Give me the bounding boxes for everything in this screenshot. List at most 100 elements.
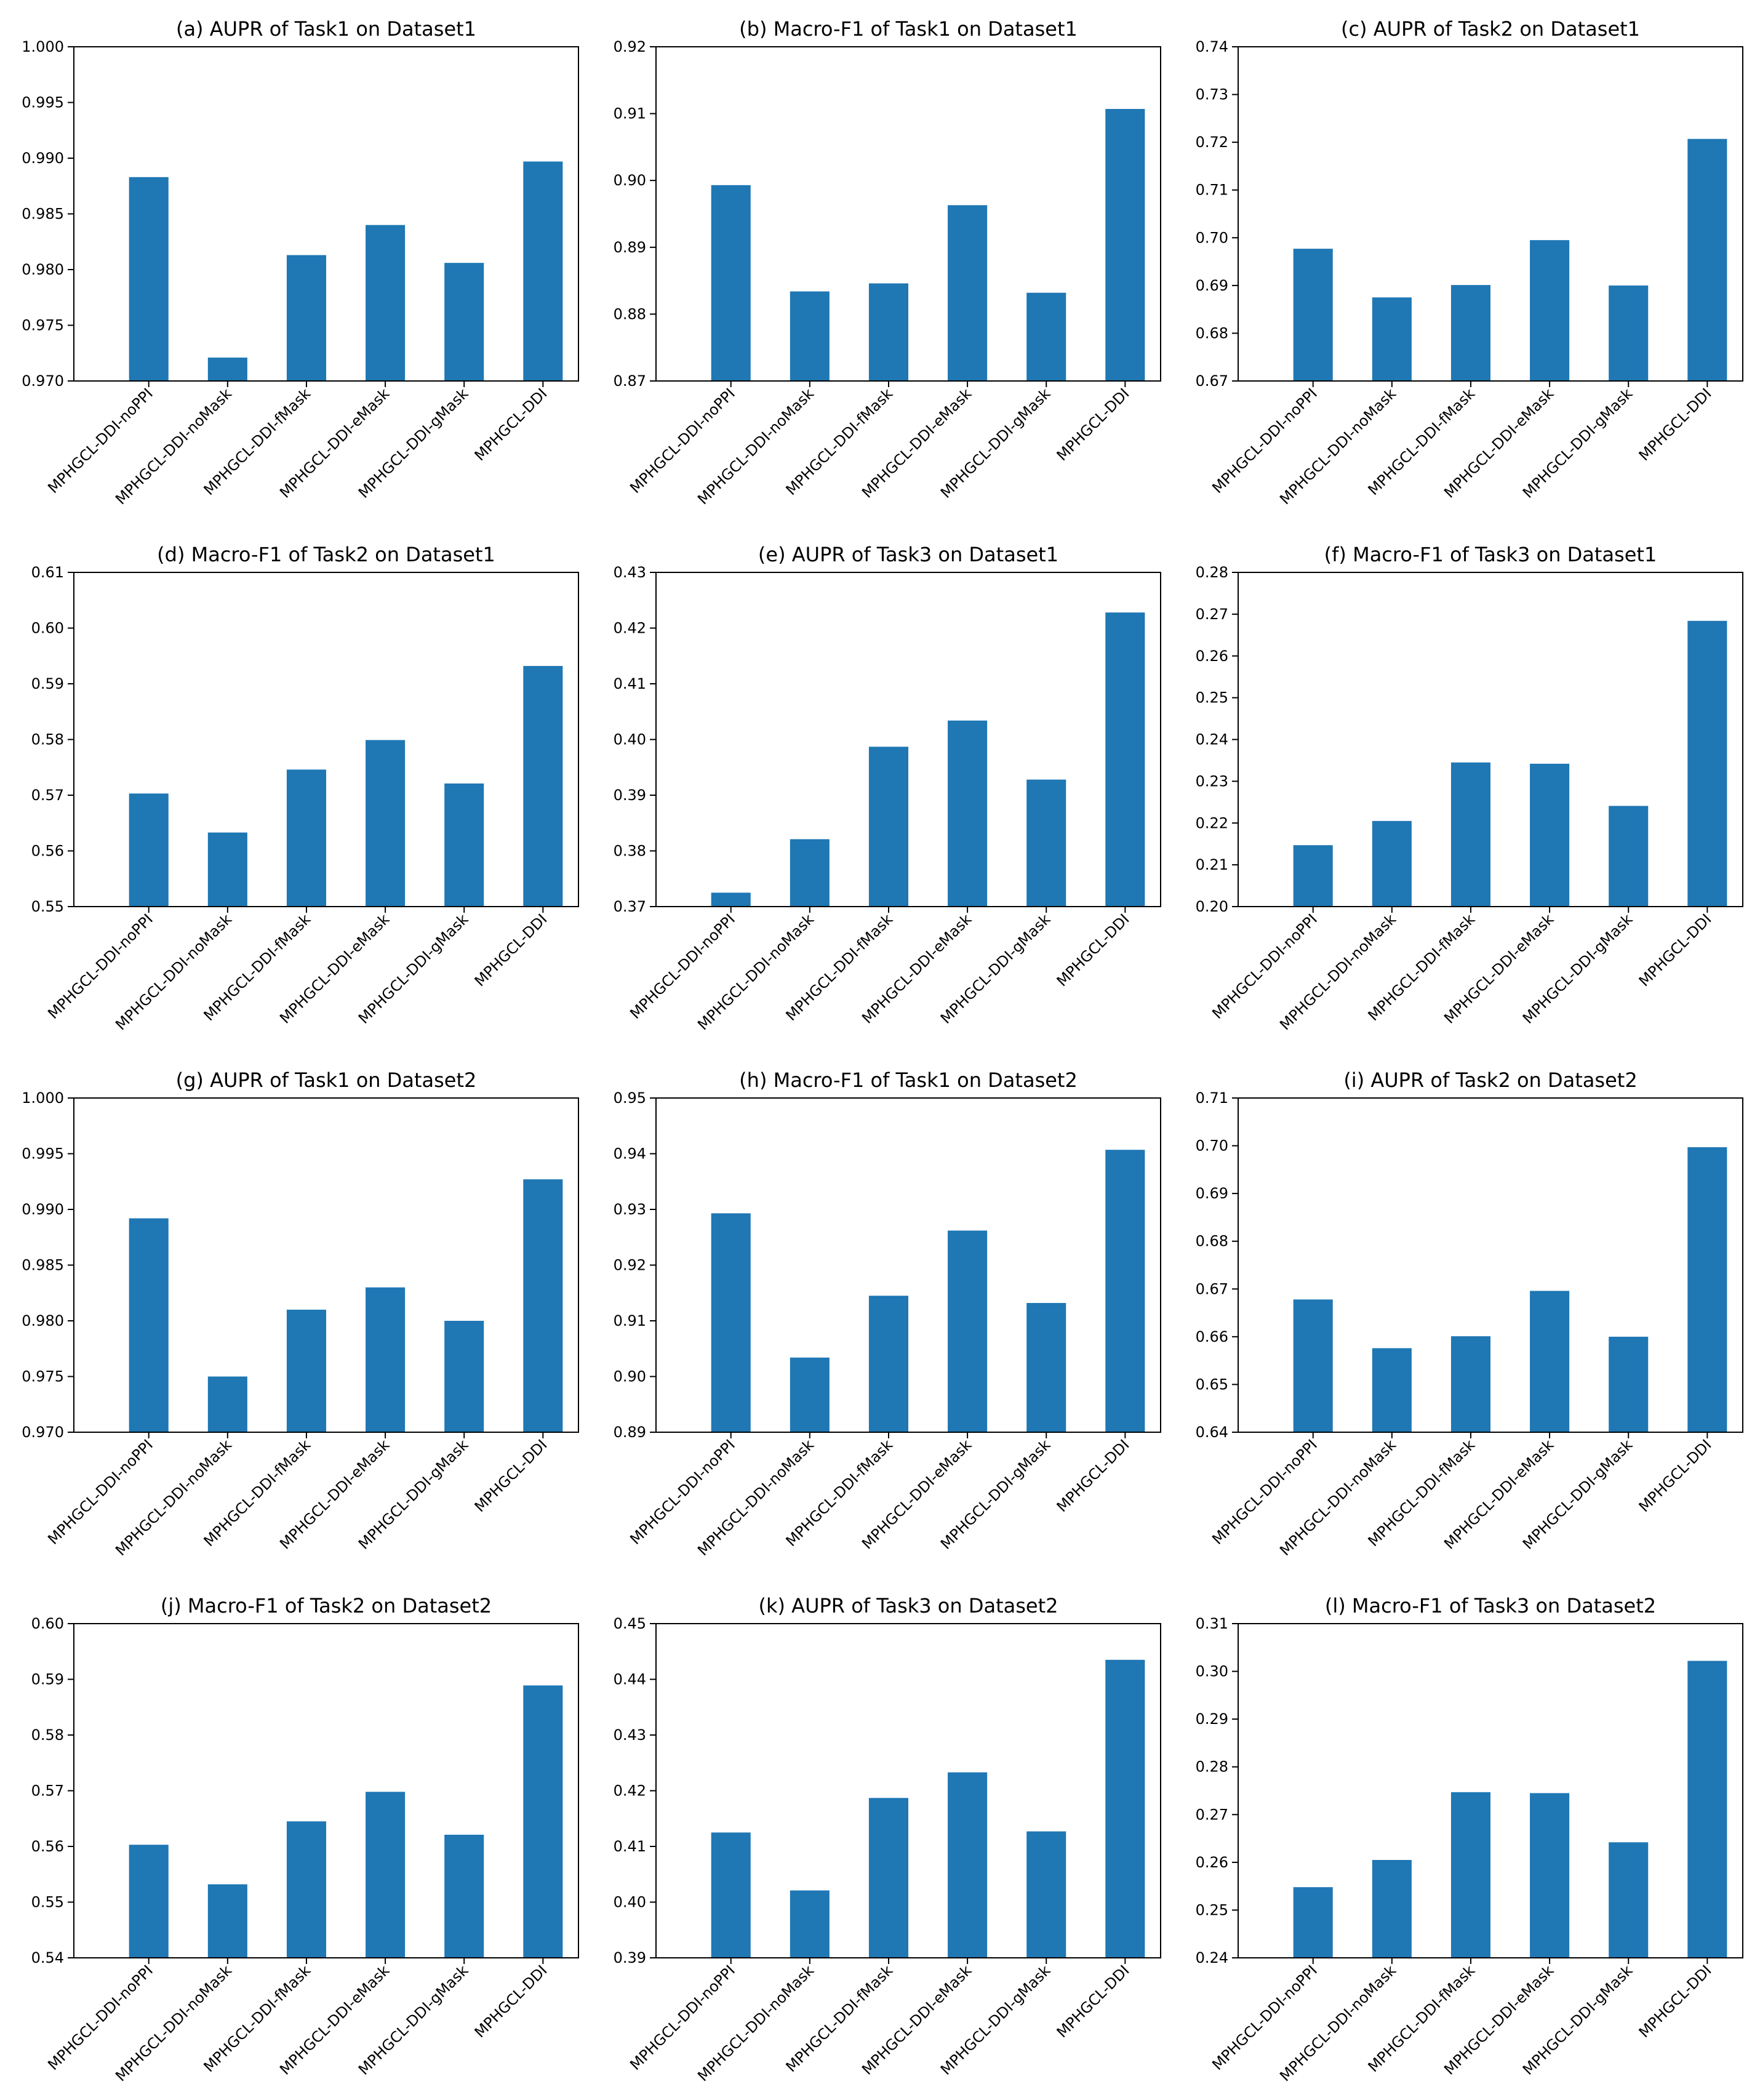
- axes-frame: [1238, 1623, 1743, 1958]
- y-tick-label: 0.73: [1196, 86, 1228, 103]
- bar-MPHGCL-DDI: [523, 161, 563, 381]
- bar-MPHGCL-DDI-noMask: [207, 1376, 247, 1432]
- bar-MPHGCL-DDI-noMask: [1372, 297, 1412, 381]
- y-tick-label: 0.40: [614, 1894, 646, 1911]
- y-tick-label: 0.26: [1196, 647, 1228, 665]
- y-tick-label: 0.60: [31, 620, 64, 637]
- y-tick-label: 0.61: [31, 564, 64, 581]
- bar-MPHGCL-DDI-noMask: [207, 832, 247, 907]
- y-tick-label: 0.60: [31, 1615, 64, 1632]
- bar-MPHGCL-DDI: [523, 1685, 563, 1958]
- bar-MPHGCL-DDI-gMask: [1609, 285, 1649, 381]
- chart-panel-h: (h) Macro-F1 of Task1 on Dataset2 0.89 0.9…: [614, 1068, 1161, 1559]
- x-tick-label: MPHGCL-DDI: [471, 385, 551, 464]
- y-tick-label: 0.37: [614, 898, 646, 915]
- y-tick-label: 0.92: [614, 1257, 646, 1274]
- bar-MPHGCL-DDI: [1687, 1147, 1727, 1432]
- bar-MPHGCL-DDI-noPPI: [711, 185, 751, 381]
- bar-MPHGCL-DDI-noMask: [790, 1890, 830, 1958]
- y-tick-label: 0.58: [31, 731, 64, 748]
- bar-MPHGCL-DDI-noMask: [1372, 1348, 1412, 1432]
- chart-panel-a: (a) AUPR of Task1 on Dataset1 0.970 0.975 0…: [22, 17, 579, 508]
- chart-title: (d) Macro-F1 of Task2 on Dataset1: [157, 543, 495, 566]
- x-tick-label: MPHGCL-DDI: [1636, 910, 1715, 990]
- bar-MPHGCL-DDI-gMask: [1026, 1303, 1066, 1432]
- chart-panel-l: (l) Macro-F1 of Task3 on Dataset2 0.24 0.2…: [1196, 1594, 1743, 2085]
- y-tick-label: 0.94: [614, 1145, 646, 1163]
- bar-MPHGCL-DDI-noPPI: [129, 1218, 169, 1432]
- y-tick-label: 0.42: [614, 1782, 646, 1800]
- y-tick-label: 0.90: [614, 172, 646, 189]
- bar-MPHGCL-DDI-noPPI: [711, 1832, 751, 1958]
- bar-MPHGCL-DDI: [1687, 620, 1727, 907]
- bar-MPHGCL-DDI: [1687, 138, 1727, 381]
- chart-title: (g) AUPR of Task1 on Dataset2: [176, 1068, 477, 1092]
- bar-MPHGCL-DDI-eMask: [1530, 1291, 1570, 1432]
- y-tick-label: 0.990: [22, 150, 64, 167]
- chart-panel-f: (f) Macro-F1 of Task3 on Dataset1 0.20 0.2…: [1196, 543, 1743, 1033]
- chart-title: (b) Macro-F1 of Task1 on Dataset1: [739, 17, 1078, 41]
- chart-panel-c: (c) AUPR of Task2 on Dataset1 0.67 0.68 0.6…: [1196, 17, 1743, 508]
- y-tick-label: 0.21: [1196, 856, 1228, 873]
- chart-title: (e) AUPR of Task3 on Dataset1: [758, 543, 1058, 566]
- bar-MPHGCL-DDI-noMask: [207, 357, 247, 381]
- y-tick-label: 0.26: [1196, 1854, 1228, 1871]
- x-tick-label: MPHGCL-DDI: [1054, 385, 1133, 464]
- bar-MPHGCL-DDI-noPPI: [129, 177, 169, 381]
- bar-MPHGCL-DDI: [523, 666, 563, 907]
- bar-MPHGCL-DDI-noPPI: [129, 793, 169, 907]
- y-tick-label: 0.90: [614, 1368, 646, 1385]
- bar-MPHGCL-DDI-gMask: [444, 1834, 484, 1958]
- y-tick-label: 0.41: [614, 675, 646, 692]
- y-tick-label: 0.42: [614, 620, 646, 637]
- x-tick-label: MPHGCL-DDI: [1054, 910, 1133, 990]
- chart-title: (h) Macro-F1 of Task1 on Dataset2: [739, 1068, 1078, 1092]
- y-tick-label: 0.40: [614, 731, 646, 748]
- bar-MPHGCL-DDI-noPPI: [129, 1845, 169, 1958]
- y-tick-label: 0.45: [614, 1615, 646, 1632]
- bar-MPHGCL-DDI-noPPI: [711, 1213, 751, 1432]
- y-tick-label: 0.91: [614, 105, 646, 122]
- y-tick-label: 1.000: [22, 38, 64, 55]
- y-tick-label: 0.66: [1196, 1328, 1228, 1345]
- y-tick-label: 0.975: [22, 317, 64, 334]
- y-tick-label: 0.87: [614, 372, 646, 390]
- chart-title: (i) AUPR of Task2 on Dataset2: [1343, 1068, 1637, 1092]
- bar-MPHGCL-DDI-fMask: [1450, 762, 1490, 907]
- y-tick-label: 0.39: [614, 787, 646, 804]
- y-tick-label: 0.970: [22, 1424, 64, 1441]
- y-tick-label: 0.56: [31, 1838, 64, 1855]
- chart-title: (f) Macro-F1 of Task3 on Dataset1: [1324, 543, 1657, 566]
- y-tick-label: 0.24: [1196, 731, 1228, 748]
- chart-title: (k) AUPR of Task3 on Dataset2: [759, 1594, 1058, 1617]
- y-tick-label: 0.71: [1196, 182, 1228, 199]
- y-tick-label: 0.68: [1196, 1233, 1228, 1250]
- bar-MPHGCL-DDI-fMask: [868, 747, 908, 907]
- y-tick-label: 0.64: [1196, 1424, 1228, 1441]
- y-tick-label: 0.29: [1196, 1710, 1228, 1728]
- bar-MPHGCL-DDI-fMask: [286, 1821, 326, 1958]
- y-tick-label: 0.44: [614, 1671, 646, 1688]
- y-tick-label: 0.980: [22, 1312, 64, 1329]
- y-tick-label: 0.25: [1196, 1901, 1228, 1918]
- axes-frame: [1238, 1097, 1743, 1433]
- x-tick-label: MPHGCL-DDI: [471, 1436, 551, 1515]
- y-tick-label: 0.28: [1196, 564, 1228, 581]
- bar-MPHGCL-DDI-eMask: [948, 720, 988, 907]
- chart-title: (c) AUPR of Task2 on Dataset1: [1341, 17, 1640, 41]
- chart-panel-k: (k) AUPR of Task3 on Dataset2 0.39 0.40 0.4…: [614, 1594, 1161, 2085]
- bar-MPHGCL-DDI-fMask: [1450, 1792, 1490, 1958]
- bar-MPHGCL-DDI: [1105, 109, 1145, 381]
- x-tick-label: MPHGCL-DDI: [1054, 1436, 1133, 1515]
- axes-frame: [1238, 46, 1743, 382]
- y-tick-label: 0.24: [1196, 1949, 1228, 1966]
- bar-MPHGCL-DDI-gMask: [1609, 1336, 1649, 1432]
- bar-MPHGCL-DDI-fMask: [868, 1296, 908, 1432]
- chart-panel-e: (e) AUPR of Task3 on Dataset1 0.37 0.38 0.3…: [614, 543, 1161, 1033]
- y-tick-label: 0.70: [1196, 1137, 1228, 1155]
- y-tick-label: 0.975: [22, 1368, 64, 1385]
- y-tick-label: 0.985: [22, 1257, 64, 1274]
- y-tick-label: 0.22: [1196, 814, 1228, 832]
- y-tick-label: 0.20: [1196, 898, 1228, 915]
